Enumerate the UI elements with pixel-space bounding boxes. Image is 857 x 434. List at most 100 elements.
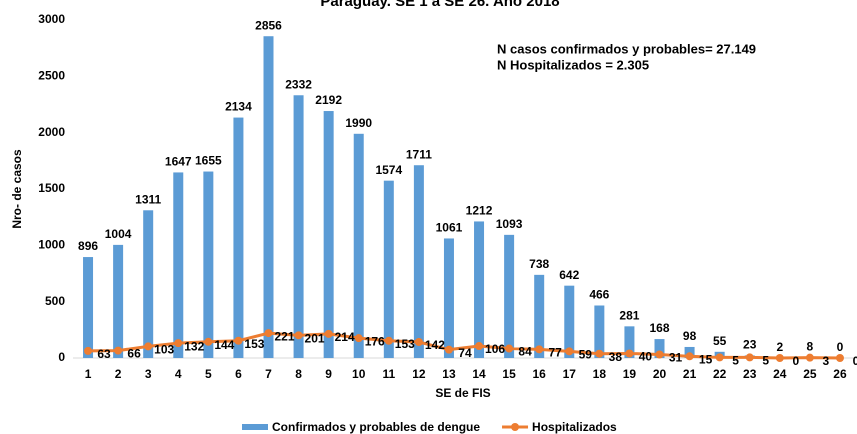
data-label: 2134 bbox=[225, 100, 252, 114]
bar bbox=[143, 210, 154, 358]
bar bbox=[263, 36, 274, 358]
data-label: 106 bbox=[485, 342, 505, 356]
marker bbox=[444, 345, 453, 354]
data-label: 1655 bbox=[195, 154, 222, 168]
x-tick-label: 9 bbox=[325, 367, 332, 381]
data-label: 0 bbox=[837, 340, 844, 354]
marker bbox=[805, 353, 814, 362]
data-label: 5 bbox=[732, 354, 739, 368]
x-tick-label: 7 bbox=[265, 367, 272, 381]
data-label: 66 bbox=[127, 347, 141, 361]
data-label: 1093 bbox=[496, 217, 523, 231]
data-label: 23 bbox=[743, 338, 757, 352]
y-tick-label: 3000 bbox=[38, 12, 65, 26]
data-label: 201 bbox=[305, 332, 325, 346]
line bbox=[88, 331, 840, 360]
data-label: 38 bbox=[609, 350, 623, 364]
x-tick-label: 25 bbox=[803, 367, 817, 381]
bar bbox=[83, 257, 94, 358]
marker bbox=[775, 354, 784, 362]
x-tick-label: 5 bbox=[205, 367, 212, 381]
marker bbox=[84, 346, 93, 355]
y-tick-label: 500 bbox=[45, 294, 65, 308]
y-axis-label: Nro- de casos bbox=[10, 149, 24, 229]
marker bbox=[685, 352, 694, 361]
legend-swatch bbox=[511, 423, 520, 431]
data-label: 1574 bbox=[375, 163, 402, 177]
data-label: 142 bbox=[425, 338, 445, 352]
annotation: N casos confirmados y probables= 27.149 bbox=[497, 41, 756, 56]
x-tick-label: 4 bbox=[175, 367, 182, 381]
marker bbox=[505, 344, 514, 353]
data-label: 896 bbox=[78, 239, 98, 253]
bar bbox=[323, 111, 334, 358]
x-tick-label: 26 bbox=[833, 367, 847, 381]
x-tick-label: 13 bbox=[442, 367, 456, 381]
marker bbox=[294, 331, 303, 340]
data-label: 144 bbox=[214, 338, 234, 352]
bar bbox=[504, 234, 515, 358]
data-label: 98 bbox=[683, 329, 697, 343]
x-tick-label: 17 bbox=[563, 367, 577, 381]
bar bbox=[173, 172, 184, 358]
data-label: 0 bbox=[853, 354, 857, 368]
data-label: 1647 bbox=[165, 155, 192, 169]
data-label: 2332 bbox=[285, 77, 312, 91]
y-tick-label: 2500 bbox=[38, 69, 65, 83]
data-label: 176 bbox=[365, 334, 385, 348]
data-label: 1711 bbox=[406, 147, 432, 161]
marker bbox=[745, 353, 754, 362]
marker bbox=[264, 329, 273, 338]
data-label: 738 bbox=[529, 257, 549, 271]
marker bbox=[174, 339, 183, 348]
x-tick-label: 12 bbox=[412, 367, 426, 381]
data-label: 281 bbox=[619, 309, 639, 323]
x-axis-label: SE de FIS bbox=[435, 386, 490, 400]
data-label: 63 bbox=[97, 347, 111, 361]
bar bbox=[353, 133, 364, 358]
data-label: 214 bbox=[335, 330, 355, 344]
y-tick-label: 1500 bbox=[38, 181, 65, 195]
bar bbox=[443, 238, 454, 358]
legend-label: Confirmados y probables de dengue bbox=[272, 420, 480, 434]
bar bbox=[203, 171, 214, 358]
data-label: 1990 bbox=[345, 116, 372, 130]
x-tick-label: 2 bbox=[115, 367, 122, 381]
data-label: 1061 bbox=[436, 221, 463, 235]
marker bbox=[114, 346, 123, 355]
bar bbox=[383, 180, 394, 358]
bar bbox=[474, 221, 485, 358]
marker bbox=[144, 342, 153, 351]
x-tick-label: 6 bbox=[235, 367, 242, 381]
marker bbox=[234, 336, 243, 345]
x-tick-label: 8 bbox=[295, 367, 302, 381]
x-tick-label: 18 bbox=[593, 367, 607, 381]
data-label: 77 bbox=[549, 345, 563, 359]
legend-label: Hospitalizados bbox=[532, 420, 617, 434]
data-label: 153 bbox=[395, 337, 415, 351]
data-label: 153 bbox=[244, 337, 264, 351]
marker bbox=[414, 338, 423, 347]
data-label: 132 bbox=[184, 339, 204, 353]
data-label: 8 bbox=[807, 339, 814, 353]
bar bbox=[534, 274, 545, 358]
marker bbox=[565, 347, 574, 356]
marker bbox=[384, 336, 393, 345]
data-label: 1311 bbox=[135, 192, 161, 206]
x-tick-label: 15 bbox=[502, 367, 516, 381]
data-label: 40 bbox=[639, 350, 653, 364]
data-label: 2192 bbox=[315, 93, 342, 107]
legend-swatch bbox=[242, 424, 268, 430]
x-tick-label: 23 bbox=[743, 367, 757, 381]
bar bbox=[233, 117, 244, 358]
marker bbox=[625, 349, 634, 358]
x-tick-label: 20 bbox=[653, 367, 667, 381]
data-label: 642 bbox=[559, 268, 579, 282]
marker bbox=[324, 329, 333, 338]
data-label: 168 bbox=[649, 321, 669, 335]
data-label: 1212 bbox=[466, 204, 493, 218]
data-label: 221 bbox=[274, 329, 294, 343]
data-label: 31 bbox=[669, 351, 683, 365]
chart-title: Paraguay. SE 1 a SE 26. Año 2018 bbox=[320, 0, 559, 10]
